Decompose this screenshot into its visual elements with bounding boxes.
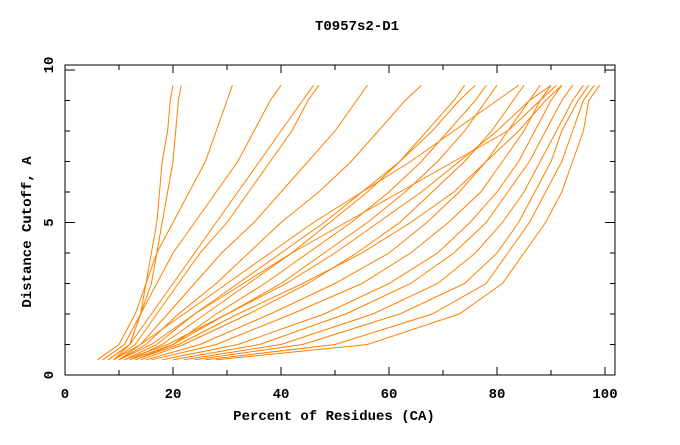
- series-line-9: [135, 85, 498, 361]
- series-line-18: [216, 85, 601, 361]
- series-line-4: [102, 85, 282, 361]
- x-tick-label: 80: [489, 387, 506, 403]
- series-line-11: [145, 85, 541, 361]
- series-line-22: [124, 84, 552, 361]
- series-line-23: [135, 84, 563, 361]
- series-line-13: [162, 85, 563, 361]
- plot-frame: [64, 64, 616, 376]
- y-axis-label: Distance Cutoff, A: [20, 156, 36, 308]
- x-axis-label: Percent of Residues (CA): [233, 409, 435, 425]
- series-line-24: [107, 85, 314, 361]
- chart-title: T0957s2-D1: [315, 19, 399, 35]
- y-tick-label: 10: [42, 57, 58, 74]
- x-tick-label: 0: [61, 387, 69, 403]
- series-lines: [97, 84, 601, 361]
- series-line-6: [118, 85, 368, 361]
- series-line-2: [113, 85, 182, 361]
- series-line-14: [172, 85, 574, 361]
- y-tick-label: 0: [42, 371, 58, 379]
- series-line-12: [151, 85, 552, 361]
- series-line-10: [140, 85, 525, 361]
- series-line-16: [194, 85, 590, 361]
- y-tick-label: 5: [42, 218, 58, 226]
- x-tick-label: 40: [273, 387, 290, 403]
- series-line-17: [205, 85, 595, 361]
- series-line-20: [129, 85, 487, 361]
- series-line-8: [129, 85, 466, 361]
- x-tick-label: 100: [592, 387, 617, 403]
- series-line-25: [118, 84, 557, 361]
- series-line-21: [113, 84, 519, 361]
- series-line-5: [113, 85, 320, 361]
- x-tick-label: 60: [381, 387, 398, 403]
- series-line-15: [183, 85, 584, 361]
- series-line-19: [124, 84, 476, 361]
- series-line-7: [118, 84, 422, 361]
- series-line-3: [97, 85, 233, 361]
- axis-ticks: 0 20 40 60 80 100 0 5 10: [42, 57, 618, 403]
- x-tick-label: 20: [165, 387, 182, 403]
